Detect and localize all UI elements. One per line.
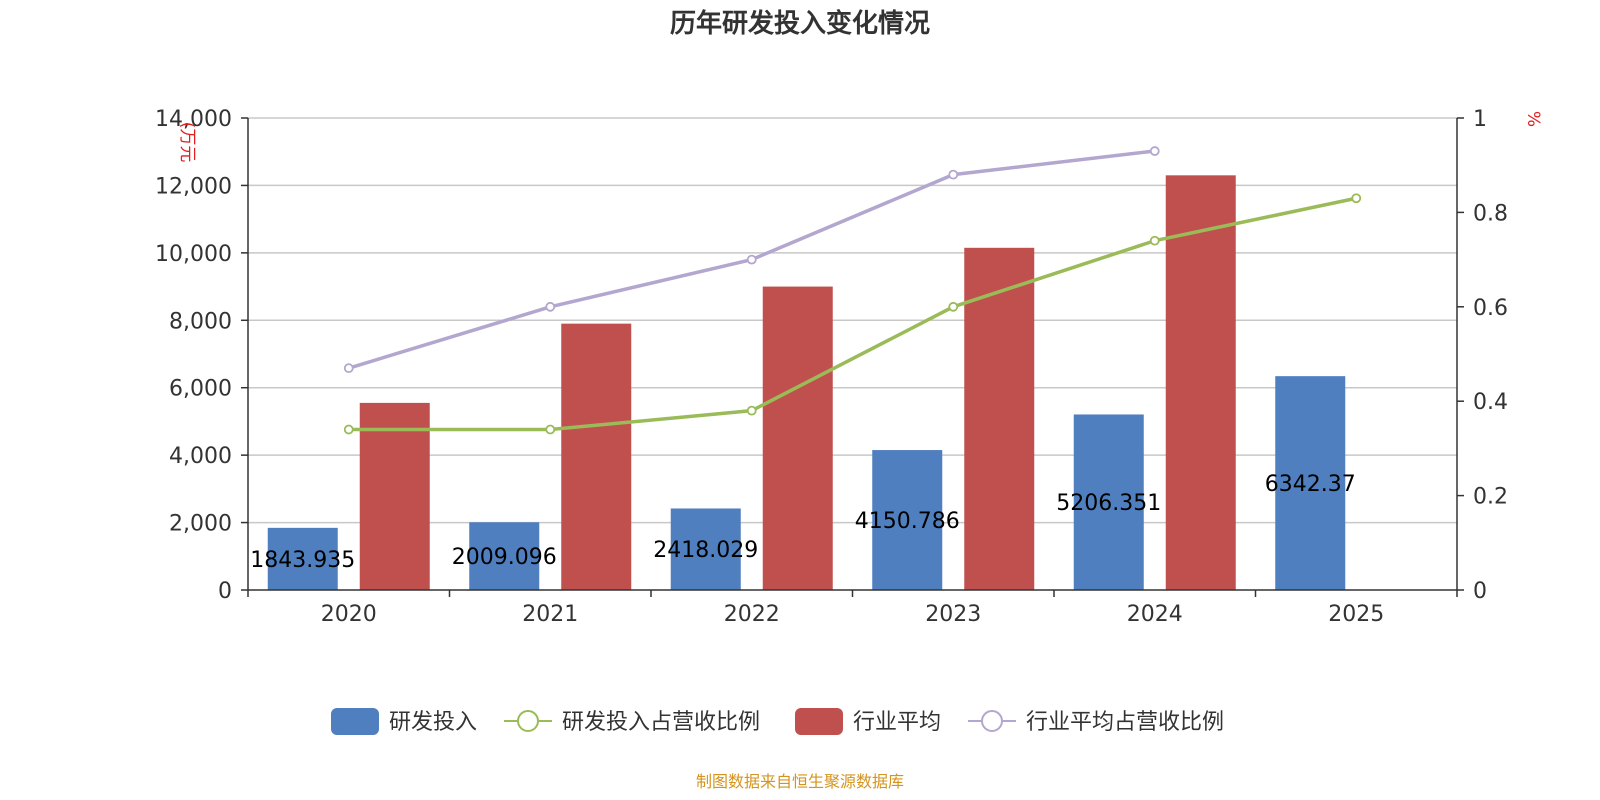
line-point [545, 301, 556, 312]
y-right-tick-label: 1 [1473, 107, 1487, 132]
y-right-unit: % [1523, 111, 1543, 127]
y-right-tick-label: 0 [1473, 579, 1487, 604]
data-label: 1843.935 [250, 548, 355, 573]
legend-label: 研发投入 [389, 710, 477, 735]
line-point [746, 254, 757, 265]
chart-title: 历年研发投入变化情况 [670, 8, 930, 39]
data-label: 2418.029 [653, 538, 758, 563]
line-point [1351, 193, 1362, 204]
line-point [343, 424, 354, 435]
data-label: 6342.37 [1265, 472, 1356, 497]
y-left-tick-label: 2,000 [169, 512, 232, 537]
y-left-tick-label: 4,000 [169, 444, 232, 469]
bar [1165, 175, 1236, 591]
y-right-tick-label: 0.8 [1473, 201, 1508, 226]
legend-label: 行业平均 [853, 710, 941, 735]
legend-label: 研发投入占营收比例 [562, 710, 760, 735]
legend-swatch-marker [981, 710, 1003, 732]
line-point [948, 169, 959, 180]
line-point [343, 363, 354, 374]
bar-labels: 1843.935 2009.096 2418.029 4150.786 5206.351… [250, 472, 1355, 573]
axes: 0 2,000 4,000 6,000 8,000 10,000 12,000 14,000 0… [155, 107, 1543, 627]
line-point [746, 405, 757, 416]
y-right-tick-label: 0.2 [1473, 485, 1508, 510]
lines [343, 146, 1362, 435]
bar [1275, 376, 1346, 590]
y-left-tick-label: 0 [218, 579, 232, 604]
x-tick-label: 2021 [522, 602, 578, 627]
bar [359, 402, 430, 590]
x-tick-label: 2022 [724, 602, 780, 627]
y-left-tick-label: 8,000 [169, 309, 232, 334]
y-left-tick-label: 10,000 [155, 242, 232, 267]
y-left-tick-label: 12,000 [155, 174, 232, 199]
bar [670, 508, 741, 590]
legend-swatch-bar [331, 708, 379, 735]
series-line [348, 196, 1357, 432]
bar [469, 522, 540, 590]
data-label: 5206.351 [1056, 491, 1161, 516]
data-label: 4150.786 [855, 509, 960, 534]
legend-label: 行业平均占营收比例 [1026, 710, 1224, 735]
legend[interactable]: 研发投入 研发投入占营收比例 行业平均 行业平均占营收比例 [331, 708, 1224, 735]
legend-swatch-marker [517, 710, 539, 732]
x-tick-label: 2023 [925, 602, 981, 627]
line-point [545, 424, 556, 435]
y-left-unit: (万元 [177, 122, 197, 163]
x-tick-label: 2020 [321, 602, 377, 627]
line-point [948, 301, 959, 312]
y-right-tick-label: 0.4 [1473, 390, 1508, 415]
y-left-tick-label: 14,000 [155, 107, 232, 132]
y-right-tick-label: 0.6 [1473, 296, 1508, 321]
bar [1073, 414, 1144, 590]
line-point [1149, 146, 1160, 156]
x-tick-label: 2025 [1328, 602, 1384, 627]
bar [561, 323, 632, 590]
bars [267, 175, 1346, 591]
bar [872, 450, 943, 590]
data-label: 2009.096 [452, 545, 557, 570]
line-point [1149, 235, 1160, 246]
legend-swatch-bar [795, 708, 843, 735]
y-left-tick-label: 6,000 [169, 377, 232, 402]
grid [248, 117, 1457, 524]
x-tick-label: 2024 [1127, 602, 1183, 627]
bar [267, 527, 338, 590]
source-note: 制图数据来自恒生聚源数据库 [696, 772, 904, 791]
bar [762, 286, 833, 590]
bar [964, 247, 1035, 591]
